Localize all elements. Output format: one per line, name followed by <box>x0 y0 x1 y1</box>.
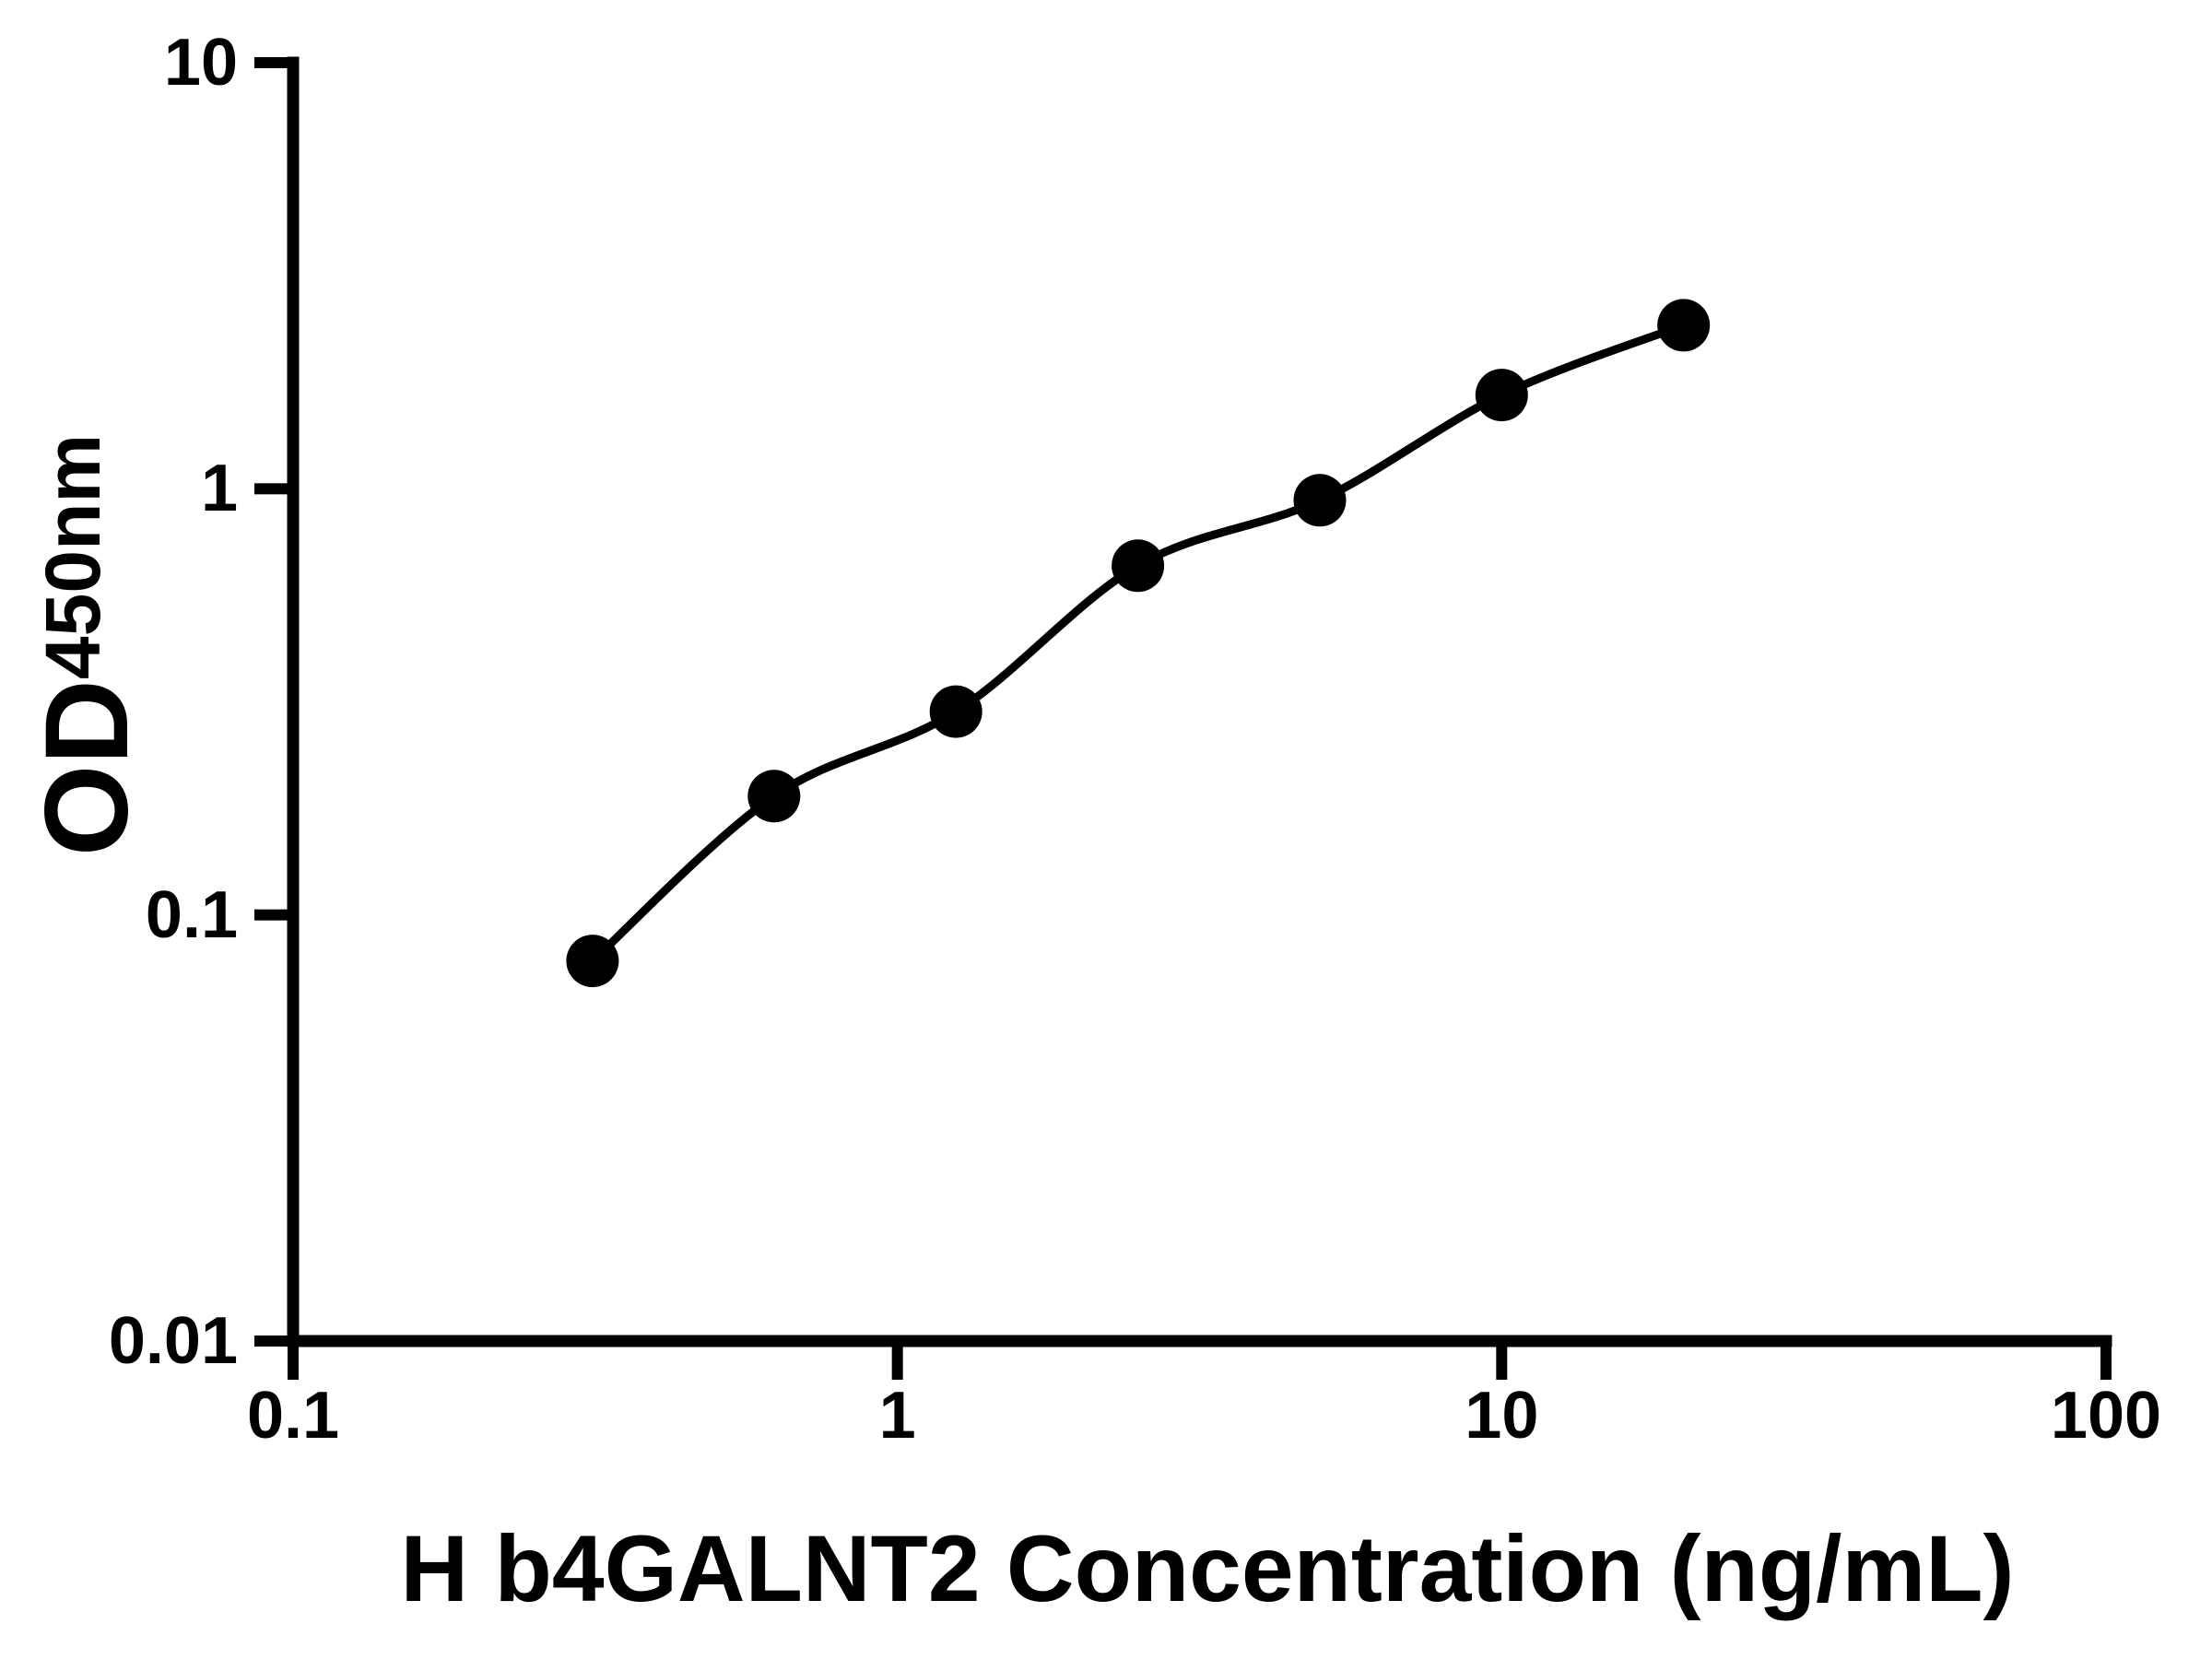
y-tick-label-10: 10 <box>163 26 238 100</box>
y-axis-title: OD 450nm <box>21 433 153 857</box>
x-tick-mark <box>2100 1335 2112 1380</box>
standard-curve-fit-line <box>588 321 1688 966</box>
x-tick-label-100: 100 <box>2050 1379 2162 1453</box>
y-axis-spine <box>287 56 300 1347</box>
data-point-marker-1 <box>747 770 801 823</box>
x-tick-label-10: 10 <box>1465 1379 1539 1453</box>
data-point-marker-2 <box>929 685 982 738</box>
x-tick-mark <box>891 1335 903 1380</box>
data-point-marker-5 <box>1475 369 1528 422</box>
y-tick-mark <box>254 909 300 921</box>
y-tick-label-0p1: 0.1 <box>145 877 238 952</box>
y-tick-mark <box>254 483 300 495</box>
y-tick-mark <box>254 57 300 68</box>
x-axis-title: H b4GALNT2 Concentration (ng/mL) <box>400 1516 2015 1621</box>
x-tick-label-0p1: 0.1 <box>246 1379 340 1453</box>
data-point-marker-3 <box>1112 539 1165 593</box>
y-axis-title-subscript: 450nm <box>29 433 116 680</box>
x-axis-spine <box>287 1335 2112 1347</box>
x-tick-label-1: 1 <box>878 1379 916 1453</box>
y-axis-title-main: OD <box>21 679 153 857</box>
data-point-marker-4 <box>1293 474 1347 527</box>
x-tick-mark <box>288 1335 299 1380</box>
y-tick-label-0p01: 0.01 <box>108 1304 238 1378</box>
y-tick-label-1: 1 <box>200 452 238 526</box>
data-point-marker-0 <box>566 935 619 988</box>
x-tick-mark <box>1496 1335 1508 1380</box>
data-point-marker-6 <box>1657 299 1711 352</box>
